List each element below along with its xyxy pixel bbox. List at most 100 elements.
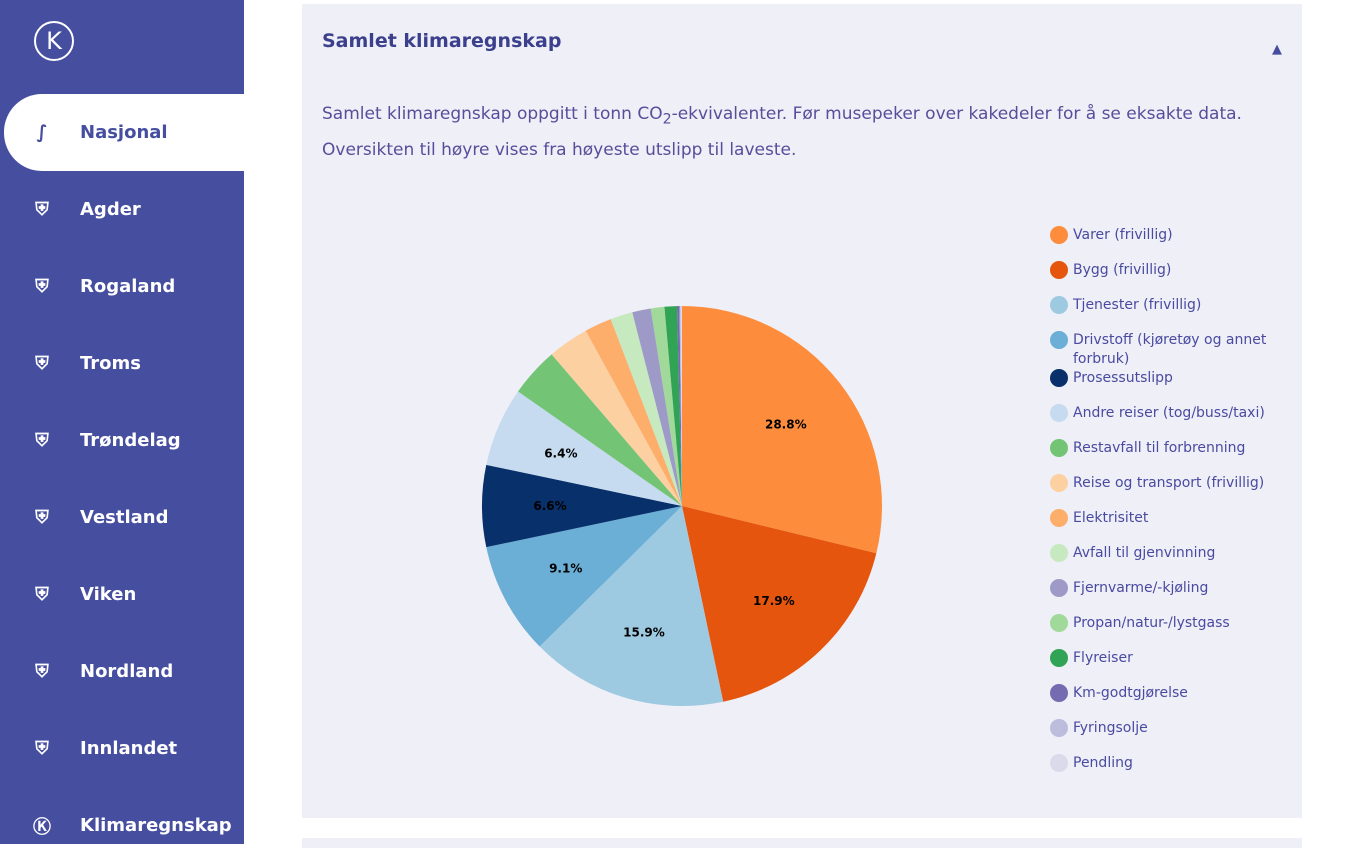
legend-item[interactable]: Fjernvarme/-kjøling (1050, 579, 1270, 614)
legend-swatch-icon (1050, 439, 1068, 457)
viken-shield-icon: ⛨ (35, 584, 49, 605)
legend-swatch-icon (1050, 261, 1068, 279)
pie-slice-5[interactable] (486, 391, 682, 506)
legend-swatch-icon (1050, 649, 1068, 667)
legend-label: Fyringsolje (1073, 720, 1148, 736)
sidebar-item-nordland[interactable]: ⛨ Nordland (4, 633, 244, 710)
sidebar-item-klimaregnskap[interactable]: Ⓚ Klimaregnskap (4, 787, 244, 864)
nordland-shield-icon: ⛨ (35, 661, 49, 682)
legend-item[interactable]: Restavfall til forbrenning (1050, 439, 1270, 474)
innlandet-shield-icon: ⛨ (35, 738, 49, 759)
pie-slice-9[interactable] (610, 312, 682, 506)
legend-item[interactable]: Andre reiser (tog/buss/taxi) (1050, 404, 1270, 439)
pie-slice-7[interactable] (551, 330, 682, 506)
legend-item[interactable]: Pendling (1050, 754, 1270, 789)
legend-label: Reise og transport (frivillig) (1073, 475, 1265, 491)
collapse-toggle-icon[interactable]: ▲ (1272, 42, 1282, 57)
legend-swatch-icon (1050, 404, 1068, 422)
troms-shield-icon: ⛨ (35, 353, 49, 374)
desc-text: -ekvivalenter. Før musepeker over kakede… (322, 104, 1242, 161)
pie-slice-15[interactable] (680, 306, 682, 506)
legend-swatch-icon (1050, 369, 1068, 387)
slice-label: 28.8% (765, 417, 807, 431)
legend-label: Drivstoff (kjøretøy og annet forbruk) (1073, 332, 1267, 367)
norway-map-icon: ∫ (36, 122, 48, 143)
legend-label: Pendling (1073, 755, 1133, 771)
legend-swatch-icon (1050, 544, 1068, 562)
desc-text: Samlet klimaregnskap oppgitt i tonn CO (322, 104, 663, 124)
pie-slice-8[interactable] (585, 319, 682, 506)
legend-label: Flyreiser (1073, 650, 1133, 666)
legend-swatch-icon (1050, 754, 1068, 772)
vestland-shield-icon: ⛨ (35, 507, 49, 528)
sidebar-item-label: Troms (80, 353, 142, 374)
pie-slice-1[interactable] (682, 506, 877, 702)
klimaregnskap-logo-icon: Ⓚ (33, 816, 51, 838)
legend-label: Restavfall til forbrenning (1073, 440, 1246, 456)
pie-slice-6[interactable] (518, 354, 682, 506)
panel-title: Samlet klimaregnskap (322, 30, 562, 52)
legend-swatch-icon (1050, 614, 1068, 632)
legend-item[interactable]: Avfall til gjenvinning (1050, 544, 1270, 579)
slice-label: 6.4% (544, 447, 577, 461)
legend-label: Andre reiser (tog/buss/taxi) (1073, 405, 1265, 421)
sidebar-item-label: Rogaland (80, 276, 176, 297)
pie-slice-13[interactable] (676, 306, 682, 506)
sidebar-item-innlandet[interactable]: ⛨ Innlandet (4, 710, 244, 787)
climate-accounting-panel: Samlet klimaregnskap ▲ Samlet klimaregns… (302, 4, 1302, 818)
legend-item[interactable]: Tjenester (frivillig) (1050, 296, 1270, 331)
sidebar-item-viken[interactable]: ⛨ Viken (4, 556, 244, 633)
slice-label: 17.9% (753, 594, 795, 608)
sidebar-item-vestland[interactable]: ⛨ Vestland (4, 479, 244, 556)
legend-swatch-icon (1050, 719, 1068, 737)
sidebar-item-label: Klimaregnskap (80, 815, 232, 836)
sidebar-item-label: Viken (80, 584, 137, 605)
legend-swatch-icon (1050, 509, 1068, 527)
pie-chart: 28.8% 17.9% 15.9% 9.1% 6.6% 6.4% (482, 306, 882, 706)
legend-label: Elektrisitet (1073, 510, 1149, 526)
slice-label: 9.1% (549, 561, 582, 575)
pie-slice-14[interactable] (679, 306, 682, 506)
legend-item[interactable]: Elektrisitet (1050, 509, 1270, 544)
sidebar-item-rogaland[interactable]: ⛨ Rogaland (4, 248, 244, 325)
sidebar-item-label: Vestland (80, 507, 169, 528)
legend-item[interactable]: Prosessutslipp (1050, 369, 1270, 404)
legend-item[interactable]: Reise og transport (frivillig) (1050, 474, 1270, 509)
pie-slice-2[interactable] (539, 506, 724, 706)
pie-slice-10[interactable] (632, 308, 682, 506)
desc-subscript: 2 (662, 111, 672, 128)
legend-swatch-icon (1050, 296, 1068, 314)
pie-slice-0[interactable] (682, 306, 882, 554)
legend-item[interactable]: Flyreiser (1050, 649, 1270, 684)
chart-legend: Varer (frivillig) Bygg (frivillig) Tjenest… (1050, 226, 1270, 789)
sidebar-item-label: Nasjonal (80, 122, 168, 143)
legend-item[interactable]: Drivstoff (kjøretøy og annet forbruk) (1050, 331, 1270, 369)
logo-icon[interactable]: K (34, 21, 74, 61)
legend-label: Bygg (frivillig) (1073, 262, 1172, 278)
legend-swatch-icon (1050, 579, 1068, 597)
legend-item[interactable]: Bygg (frivillig) (1050, 261, 1270, 296)
pie-slice-11[interactable] (650, 306, 682, 506)
agder-shield-icon: ⛨ (35, 199, 49, 220)
legend-label: Propan/natur-/lystgass (1073, 615, 1230, 631)
legend-swatch-icon (1050, 226, 1068, 244)
legend-item[interactable]: Varer (frivillig) (1050, 226, 1270, 261)
sidebar-item-nasjonal[interactable]: ∫ Nasjonal (4, 94, 244, 171)
legend-label: Tjenester (frivillig) (1073, 297, 1202, 313)
sidebar: K ∫ Nasjonal ⛨ Agder ⛨ Rogaland ⛨ Troms ⛨ Trøndel… (0, 0, 244, 844)
legend-label: Varer (frivillig) (1073, 227, 1173, 243)
pie-slice-3[interactable] (486, 506, 682, 647)
sidebar-item-label: Trøndelag (80, 430, 181, 451)
legend-swatch-icon (1050, 474, 1068, 492)
legend-item[interactable]: Km-godtgjørelse (1050, 684, 1270, 719)
sidebar-item-agder[interactable]: ⛨ Agder (4, 171, 244, 248)
panel-description: Samlet klimaregnskap oppgitt i tonn CO2-… (322, 99, 1292, 166)
pie-slice-4[interactable] (482, 464, 682, 548)
legend-item[interactable]: Fyringsolje (1050, 719, 1270, 754)
sidebar-item-trøndelag[interactable]: ⛨ Trøndelag (4, 402, 244, 479)
trondelag-shield-icon: ⛨ (35, 430, 49, 451)
sidebar-item-troms[interactable]: ⛨ Troms (4, 325, 244, 402)
sidebar-item-label: Nordland (80, 661, 174, 682)
pie-slice-12[interactable] (664, 306, 682, 506)
legend-item[interactable]: Propan/natur-/lystgass (1050, 614, 1270, 649)
